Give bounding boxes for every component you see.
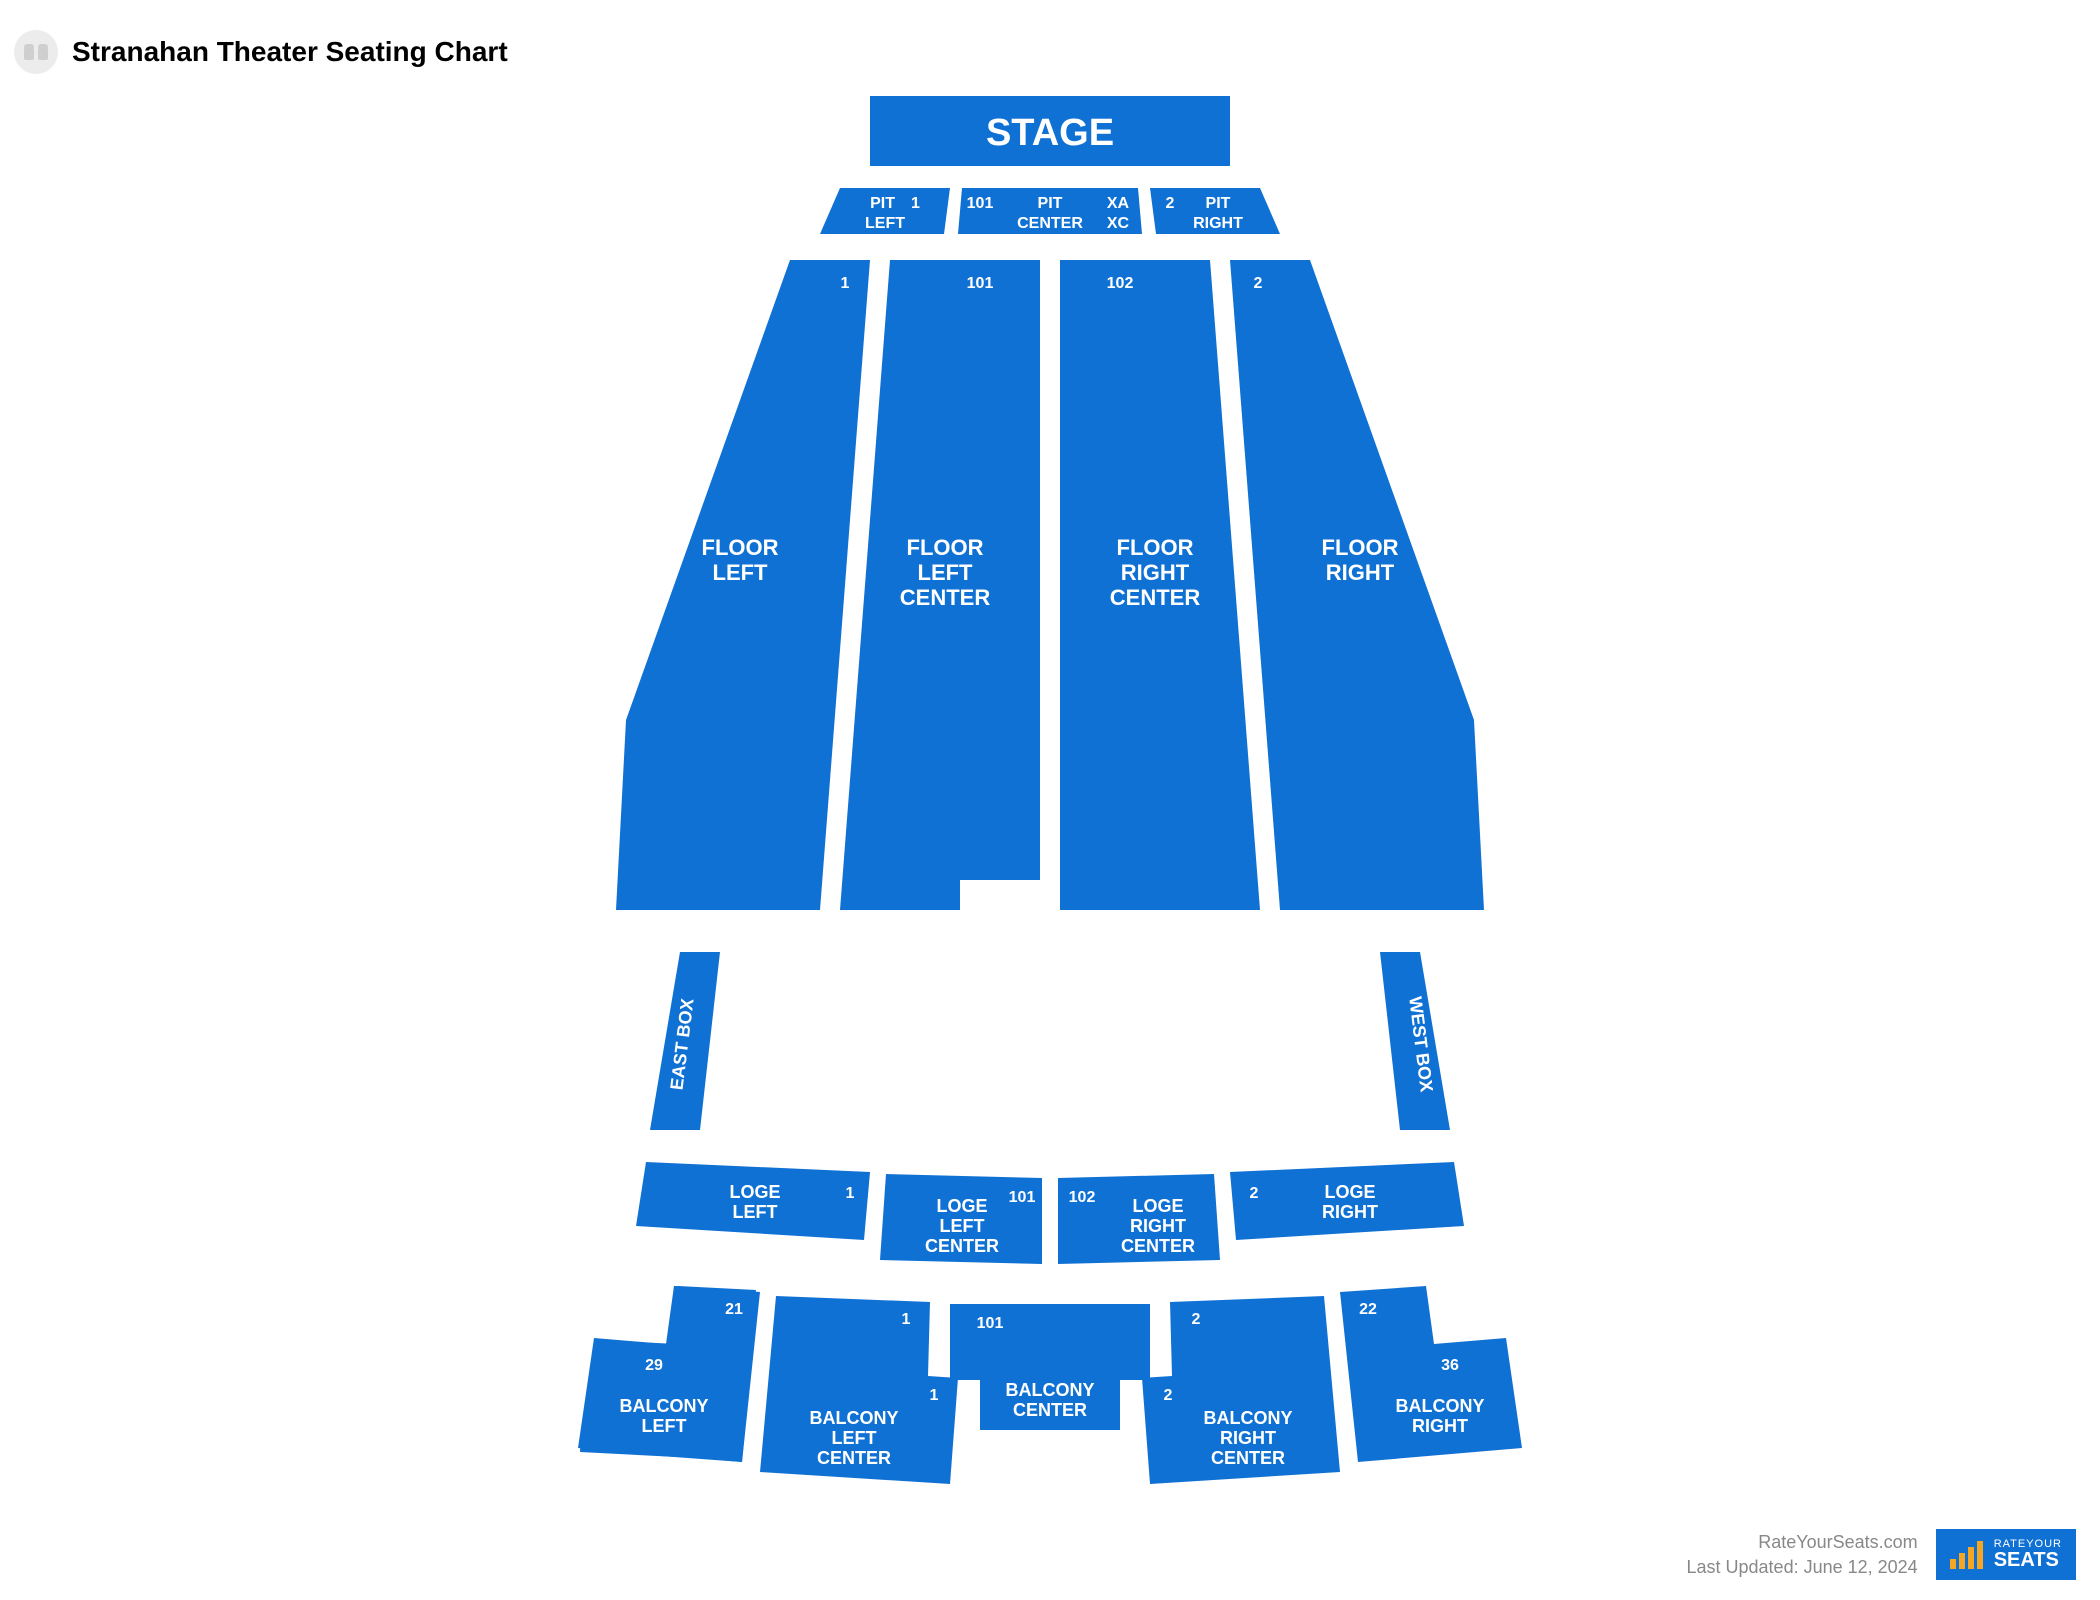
- svg-text:1: 1: [930, 1387, 939, 1404]
- svg-text:STAGE: STAGE: [986, 112, 1114, 154]
- svg-text:FLOOR: FLOOR: [907, 535, 984, 560]
- svg-text:BALCONY: BALCONY: [1204, 1408, 1293, 1428]
- svg-text:1: 1: [846, 1185, 855, 1202]
- balcony-left-shape[interactable]: 21 29 BALCONY LEFT: [578, 1286, 760, 1462]
- svg-text:2: 2: [1192, 1311, 1201, 1328]
- logo-line2: SEATS: [1994, 1550, 2062, 1570]
- svg-text:RIGHT: RIGHT: [1193, 215, 1243, 232]
- pit-left[interactable]: PIT1 LEFT: [820, 188, 950, 234]
- loge-right[interactable]: LOGE RIGHT 2: [1230, 1162, 1464, 1240]
- west-box[interactable]: WEST BOX: [1380, 952, 1450, 1130]
- svg-text:2: 2: [1250, 1185, 1259, 1202]
- floor-right[interactable]: 2 FLOOR RIGHT: [1230, 260, 1484, 910]
- svg-text:102: 102: [1107, 275, 1134, 292]
- svg-text:FLOOR: FLOOR: [702, 535, 779, 560]
- svg-text:BALCONY: BALCONY: [1006, 1380, 1095, 1400]
- svg-text:BALCONY: BALCONY: [1396, 1396, 1485, 1416]
- loge-right-center[interactable]: LOGE RIGHT CENTER 102: [1058, 1174, 1220, 1264]
- balcony-right-center[interactable]: 2 2 BALCONY RIGHT CENTER: [1142, 1296, 1340, 1484]
- svg-text:29: 29: [645, 1357, 663, 1374]
- footer: RateYourSeats.com Last Updated: June 12,…: [1687, 1529, 2077, 1580]
- svg-text:101: 101: [1009, 1189, 1036, 1206]
- svg-text:CENTERXC: CENTERXC: [1017, 215, 1129, 232]
- footer-updated: Last Updated: June 12, 2024: [1687, 1555, 1918, 1580]
- floor-left[interactable]: 1 FLOOR LEFT: [616, 260, 870, 910]
- svg-text:22: 22: [1359, 1301, 1377, 1318]
- loge-left-center[interactable]: LOGE LEFT CENTER 101: [880, 1174, 1042, 1264]
- svg-text:LEFT: LEFT: [832, 1428, 877, 1448]
- footer-logo[interactable]: RATEYOUR SEATS: [1936, 1529, 2076, 1580]
- svg-text:CENTER: CENTER: [900, 585, 991, 610]
- svg-text:FLOOR: FLOOR: [1322, 535, 1399, 560]
- balcony-center[interactable]: 101 BALCONY CENTER: [950, 1304, 1150, 1430]
- floor-right-center[interactable]: 102 FLOOR RIGHT CENTER: [1060, 260, 1260, 910]
- footer-site: RateYourSeats.com: [1687, 1530, 1918, 1555]
- svg-text:1: 1: [902, 1311, 911, 1328]
- svg-text:LEFT: LEFT: [642, 1416, 687, 1436]
- svg-text:RIGHT: RIGHT: [1322, 1202, 1378, 1222]
- svg-text:LEFT: LEFT: [865, 215, 905, 232]
- svg-text:101: 101: [977, 1315, 1004, 1332]
- svg-text:FLOOR: FLOOR: [1117, 535, 1194, 560]
- svg-text:CENTER: CENTER: [1211, 1448, 1285, 1468]
- loge-left[interactable]: LOGE LEFT 1: [636, 1162, 870, 1240]
- balcony-right-shape[interactable]: 22 36 BALCONY RIGHT: [1340, 1286, 1522, 1462]
- svg-text:RIGHT: RIGHT: [1326, 560, 1395, 585]
- balcony-left-center[interactable]: 1 1 BALCONY LEFT CENTER: [760, 1296, 958, 1484]
- svg-text:LEFT: LEFT: [940, 1216, 985, 1236]
- svg-text:101: 101: [967, 275, 994, 292]
- svg-text:CENTER: CENTER: [1013, 1400, 1087, 1420]
- svg-text:CENTER: CENTER: [1121, 1236, 1195, 1256]
- pit-center[interactable]: 101PITXA CENTERXC: [958, 188, 1142, 234]
- floor-left-center[interactable]: 101 FLOOR LEFT CENTER: [840, 260, 1040, 910]
- svg-text:BALCONY: BALCONY: [810, 1408, 899, 1428]
- stage: STAGE: [870, 96, 1230, 166]
- svg-text:RIGHT: RIGHT: [1130, 1216, 1186, 1236]
- svg-text:LEFT: LEFT: [733, 1202, 778, 1222]
- svg-text:102: 102: [1069, 1189, 1096, 1206]
- svg-text:LOGE: LOGE: [729, 1182, 780, 1202]
- seating-chart: STAGE PIT1 LEFT 101PITXA CENTERXC 2PIT R…: [0, 0, 2100, 1600]
- svg-text:CENTER: CENTER: [925, 1236, 999, 1256]
- footer-meta: RateYourSeats.com Last Updated: June 12,…: [1687, 1530, 1918, 1580]
- svg-text:LEFT: LEFT: [918, 560, 974, 585]
- svg-text:LOGE: LOGE: [936, 1196, 987, 1216]
- svg-text:RIGHT: RIGHT: [1121, 560, 1190, 585]
- pit-right[interactable]: 2PIT RIGHT: [1150, 188, 1280, 234]
- east-box[interactable]: EAST BOX: [650, 952, 720, 1130]
- svg-text:CENTER: CENTER: [817, 1448, 891, 1468]
- svg-text:LEFT: LEFT: [713, 560, 769, 585]
- svg-text:RIGHT: RIGHT: [1412, 1416, 1468, 1436]
- svg-text:2: 2: [1254, 275, 1263, 292]
- svg-text:36: 36: [1441, 1357, 1459, 1374]
- svg-text:2: 2: [1164, 1387, 1173, 1404]
- svg-text:LOGE: LOGE: [1132, 1196, 1183, 1216]
- logo-bars-icon: [1950, 1541, 1986, 1569]
- svg-text:LOGE: LOGE: [1324, 1182, 1375, 1202]
- svg-text:BALCONY: BALCONY: [620, 1396, 709, 1416]
- svg-text:21: 21: [725, 1301, 743, 1318]
- svg-text:RIGHT: RIGHT: [1220, 1428, 1276, 1448]
- svg-text:1: 1: [841, 275, 850, 292]
- svg-text:CENTER: CENTER: [1110, 585, 1201, 610]
